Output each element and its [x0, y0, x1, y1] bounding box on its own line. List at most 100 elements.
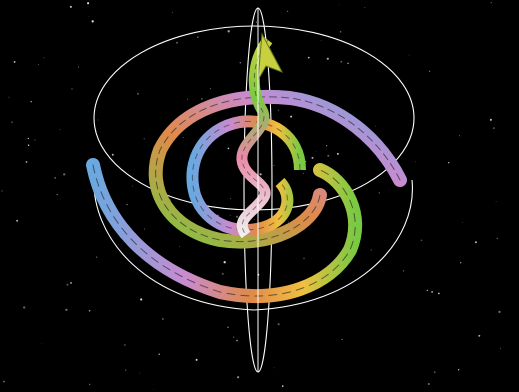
star — [490, 2, 492, 4]
star — [259, 173, 262, 176]
star — [478, 334, 481, 337]
star — [65, 308, 68, 311]
star — [87, 2, 90, 5]
star — [336, 152, 339, 155]
star — [420, 239, 423, 242]
star — [221, 272, 224, 275]
star — [71, 88, 73, 90]
star — [378, 192, 380, 194]
star — [236, 339, 238, 342]
star — [496, 237, 498, 239]
star — [427, 383, 430, 385]
star — [458, 369, 460, 371]
star — [281, 385, 284, 387]
star — [30, 100, 32, 103]
star — [176, 41, 179, 44]
star — [347, 62, 349, 65]
star — [143, 228, 145, 230]
star — [254, 219, 256, 221]
star — [408, 54, 410, 56]
star — [326, 145, 328, 147]
star — [273, 367, 275, 369]
star — [428, 70, 431, 72]
star — [460, 262, 462, 264]
star — [63, 173, 66, 176]
star — [66, 283, 69, 286]
star — [1, 190, 3, 192]
star — [59, 128, 61, 130]
star — [498, 310, 501, 314]
star — [489, 118, 492, 121]
star — [11, 121, 13, 124]
star — [34, 139, 36, 141]
star — [27, 137, 29, 140]
star — [403, 270, 405, 272]
star — [239, 61, 242, 64]
star — [186, 98, 189, 100]
star — [91, 20, 94, 23]
star — [493, 127, 495, 129]
star — [339, 30, 342, 33]
star — [124, 344, 126, 346]
star — [277, 109, 280, 111]
star — [474, 241, 477, 244]
star — [320, 40, 322, 41]
star — [77, 66, 80, 68]
star — [209, 87, 212, 90]
star — [126, 203, 128, 206]
star — [431, 290, 434, 293]
star — [229, 198, 231, 199]
star — [88, 309, 91, 312]
star — [223, 261, 226, 264]
star — [13, 60, 16, 63]
outer-ribbon — [86, 89, 407, 303]
star — [311, 156, 314, 159]
star — [56, 193, 58, 196]
star — [303, 172, 305, 174]
star — [326, 57, 329, 60]
star — [41, 343, 43, 345]
star — [233, 336, 235, 338]
star — [458, 135, 461, 137]
star — [307, 56, 310, 59]
star — [88, 16, 90, 17]
star — [448, 162, 450, 164]
star — [140, 298, 143, 301]
star — [495, 201, 497, 202]
star — [237, 376, 240, 379]
starfield — [1, 2, 502, 390]
star — [69, 5, 72, 8]
star — [277, 323, 280, 326]
star — [287, 10, 289, 12]
star — [153, 389, 154, 390]
star — [162, 318, 164, 320]
star — [111, 153, 114, 156]
star — [16, 219, 19, 222]
ribbon-tip-arrow — [257, 32, 284, 81]
star — [338, 4, 340, 6]
star — [500, 348, 502, 350]
star — [415, 161, 416, 163]
star — [96, 256, 98, 258]
star — [290, 115, 293, 118]
star — [23, 306, 26, 309]
star — [370, 249, 372, 251]
star — [426, 289, 429, 292]
star — [54, 176, 57, 179]
star — [195, 358, 198, 361]
star — [434, 371, 436, 373]
star — [327, 154, 330, 157]
star — [227, 147, 230, 150]
star — [132, 185, 133, 187]
star — [70, 282, 72, 284]
star — [303, 257, 305, 260]
star — [227, 30, 230, 33]
star — [125, 369, 127, 371]
star — [235, 215, 239, 218]
star — [97, 119, 99, 121]
star — [288, 221, 290, 223]
star — [27, 144, 30, 146]
star — [89, 383, 91, 386]
star — [182, 137, 184, 139]
